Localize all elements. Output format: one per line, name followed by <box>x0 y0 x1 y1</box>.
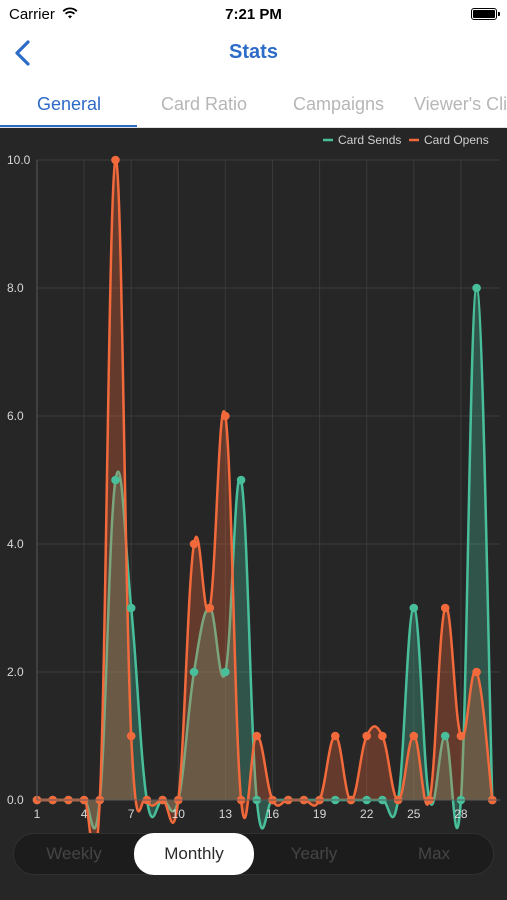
segment-weekly[interactable]: Weekly <box>46 844 102 863</box>
chart-areas <box>37 158 494 858</box>
data-point <box>111 475 120 485</box>
x-tick-label: 25 <box>407 807 421 821</box>
segment-max[interactable]: Max <box>417 844 451 863</box>
y-tick-label: 2.0 <box>7 665 24 679</box>
period-segmented-control: Weekly Monthly Yearly Max <box>13 833 494 875</box>
status-time: 7:21 PM <box>225 6 282 23</box>
chevron-left-icon[interactable] <box>10 38 38 68</box>
data-point <box>472 667 481 677</box>
segment-monthly[interactable]: Monthly <box>134 833 254 875</box>
battery-icon <box>471 8 500 20</box>
tab-campaigns[interactable]: Campaigns <box>293 94 385 114</box>
x-tick-label: 16 <box>266 807 280 821</box>
data-point <box>456 731 466 741</box>
data-point <box>221 667 230 677</box>
data-point <box>409 731 419 741</box>
data-point <box>111 155 120 165</box>
navigation-bar: Stats <box>0 28 507 78</box>
wifi-icon <box>62 7 78 19</box>
data-point <box>189 667 199 677</box>
segment-yearly[interactable]: Yearly <box>290 844 338 863</box>
x-tick-label: 10 <box>172 807 186 821</box>
y-axis: 0.0 2.0 4.0 6.0 8.0 10.0 <box>7 153 38 807</box>
legend-label: Card Sends <box>338 133 401 147</box>
tabs-divider <box>0 127 507 128</box>
tab-bar: General Card Ratio Campaigns Viewer's Cl… <box>0 80 507 128</box>
data-point <box>440 603 450 613</box>
y-tick-label: 10.0 <box>7 153 31 167</box>
x-tick-label: 28 <box>454 807 468 821</box>
series-line-1 <box>37 158 494 858</box>
active-tab-indicator <box>0 125 137 127</box>
data-point <box>409 603 419 613</box>
y-tick-label: 6.0 <box>7 409 24 423</box>
data-point <box>472 283 481 293</box>
x-tick-label: 1 <box>34 807 41 821</box>
status-bar: Carrier 7:21 PM <box>0 0 507 28</box>
data-point <box>126 731 136 741</box>
data-point <box>205 603 214 613</box>
y-tick-label: 8.0 <box>7 281 24 295</box>
x-tick-label: 7 <box>128 807 135 821</box>
x-tick-label: 19 <box>313 807 327 821</box>
data-point <box>331 731 340 741</box>
legend-label: Card Opens <box>424 133 489 147</box>
data-point <box>221 411 230 421</box>
x-tick-label: 4 <box>81 807 88 821</box>
tab-viewers-clicks[interactable]: Viewer's Cli <box>414 94 507 114</box>
data-point <box>252 731 262 741</box>
carrier-label: Carrier <box>9 6 55 23</box>
data-point <box>362 731 372 741</box>
x-axis: 1 4 7 10 13 16 19 22 25 28 <box>34 799 500 821</box>
x-tick-label: 22 <box>360 807 374 821</box>
tab-card-ratio[interactable]: Card Ratio <box>161 94 248 114</box>
chart-legend: Card Sends Card Opens <box>323 133 489 147</box>
series-area-1 <box>37 159 493 857</box>
data-point <box>236 475 246 485</box>
x-tick-label: 13 <box>219 807 233 821</box>
data-point <box>189 539 199 549</box>
y-tick-label: 4.0 <box>7 537 24 551</box>
data-point <box>378 731 387 741</box>
y-tick-label: 0.0 <box>7 793 24 807</box>
page-title: Stats <box>229 41 278 63</box>
data-point <box>440 731 450 741</box>
series-area-0 <box>37 288 493 829</box>
tab-general[interactable]: General <box>37 94 102 114</box>
data-point <box>126 603 136 613</box>
